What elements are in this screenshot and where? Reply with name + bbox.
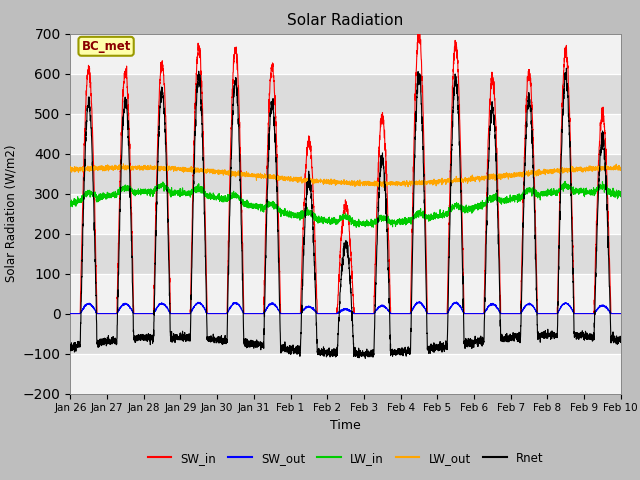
LW_out <box>67 168 74 174</box>
LW_out <box>617 167 625 172</box>
SW_out <box>500 311 508 316</box>
Bar <box>70 34 621 73</box>
Line: SW_in: SW_in <box>70 32 621 313</box>
Text: BC_met: BC_met <box>81 40 131 53</box>
Rnet <box>438 348 446 354</box>
Bar <box>70 154 621 193</box>
SW_out <box>416 299 424 304</box>
Bar <box>70 73 621 114</box>
Line: Rnet: Rnet <box>70 68 621 358</box>
LW_in <box>67 203 74 208</box>
X-axis label: Time: Time <box>330 419 361 432</box>
LW_in <box>616 190 624 196</box>
SW_out <box>325 311 333 316</box>
SW_in <box>617 311 625 316</box>
Bar <box>70 274 621 313</box>
Bar <box>70 114 621 154</box>
LW_in <box>438 215 446 221</box>
LW_in <box>325 216 333 222</box>
LW_in <box>353 225 360 230</box>
SW_in <box>67 311 74 316</box>
Line: LW_out: LW_out <box>70 164 621 188</box>
Bar <box>70 354 621 394</box>
SW_out <box>67 311 74 316</box>
Rnet <box>617 336 625 342</box>
Rnet <box>616 337 624 343</box>
Rnet <box>325 347 333 353</box>
SW_in <box>415 29 422 35</box>
Rnet <box>469 341 477 347</box>
SW_out <box>438 311 446 316</box>
Rnet <box>563 65 570 71</box>
SW_out <box>469 311 477 316</box>
LW_in <box>469 206 477 212</box>
Rnet <box>500 336 508 342</box>
LW_out <box>166 163 173 169</box>
SW_in <box>616 311 624 316</box>
SW_out <box>617 311 625 316</box>
LW_in <box>500 198 508 204</box>
LW_out <box>376 185 383 191</box>
Legend: SW_in, SW_out, LW_in, LW_out, Rnet: SW_in, SW_out, LW_in, LW_out, Rnet <box>143 447 548 469</box>
LW_in <box>166 190 173 195</box>
LW_out <box>500 175 508 181</box>
SW_in <box>325 311 333 316</box>
SW_out <box>166 309 173 314</box>
LW_in <box>617 192 625 198</box>
LW_out <box>120 161 127 167</box>
Bar <box>70 313 621 354</box>
Bar <box>70 193 621 234</box>
LW_out <box>325 180 333 185</box>
LW_out <box>439 179 447 185</box>
Bar <box>70 234 621 274</box>
Rnet <box>166 288 173 294</box>
LW_out <box>616 164 624 170</box>
Rnet <box>362 355 369 361</box>
Title: Solar Radiation: Solar Radiation <box>287 13 404 28</box>
SW_in <box>166 259 173 265</box>
SW_in <box>500 311 508 316</box>
LW_out <box>469 175 477 180</box>
SW_in <box>438 311 446 316</box>
Line: LW_in: LW_in <box>70 181 621 228</box>
LW_in <box>561 179 569 184</box>
SW_in <box>469 311 477 316</box>
Rnet <box>67 345 74 351</box>
SW_out <box>616 311 624 316</box>
Y-axis label: Solar Radiation (W/m2): Solar Radiation (W/m2) <box>4 145 17 282</box>
Line: SW_out: SW_out <box>70 301 621 313</box>
